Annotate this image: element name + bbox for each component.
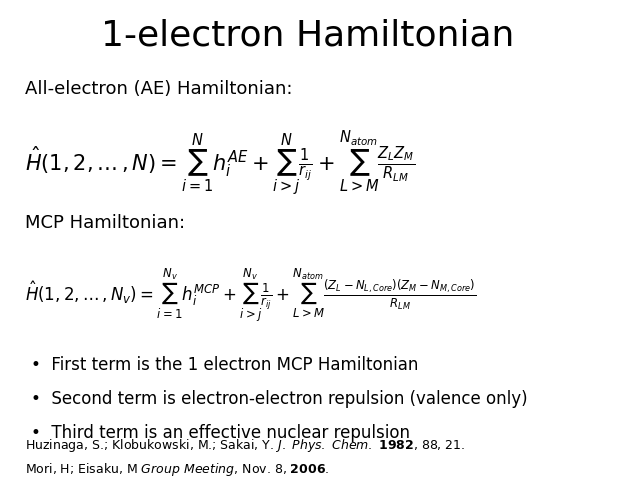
Text: Huzinaga, S.; Klobukowski, M.; Sakai, Y. $\it{J.\ Phys.\ Chem.}$ $\mathbf{1982}$: Huzinaga, S.; Klobukowski, M.; Sakai, Y.… [24, 437, 465, 454]
Text: MCP Hamiltonian:: MCP Hamiltonian: [24, 215, 185, 232]
Text: $\hat{H}(1,2,\ldots\,,N_v) = \sum_{i=1}^{N_v} h_i^{MCP} + \sum_{i>j}^{N_v} \frac: $\hat{H}(1,2,\ldots\,,N_v) = \sum_{i=1}^… [24, 266, 476, 324]
Text: •  Third term is an effective nuclear repulsion: • Third term is an effective nuclear rep… [31, 424, 410, 443]
Text: $\hat{H}(1,2,\ldots\,,N) = \sum_{i=1}^{N} h_i^{AE} + \sum_{i>j}^{N} \frac{1}{r_{: $\hat{H}(1,2,\ldots\,,N) = \sum_{i=1}^{N… [24, 130, 415, 198]
Text: Mori, H; Eisaku, M $\it{Group\ Meeting}$, Nov. 8, $\mathbf{2006}$.: Mori, H; Eisaku, M $\it{Group\ Meeting}$… [24, 461, 329, 478]
Text: All-electron (AE) Hamiltonian:: All-electron (AE) Hamiltonian: [24, 80, 292, 98]
Text: •  First term is the 1 electron MCP Hamiltonian: • First term is the 1 electron MCP Hamil… [31, 356, 418, 374]
Text: 1-electron Hamiltonian: 1-electron Hamiltonian [100, 19, 514, 53]
Text: •  Second term is electron-electron repulsion (valence only): • Second term is electron-electron repul… [31, 390, 527, 408]
